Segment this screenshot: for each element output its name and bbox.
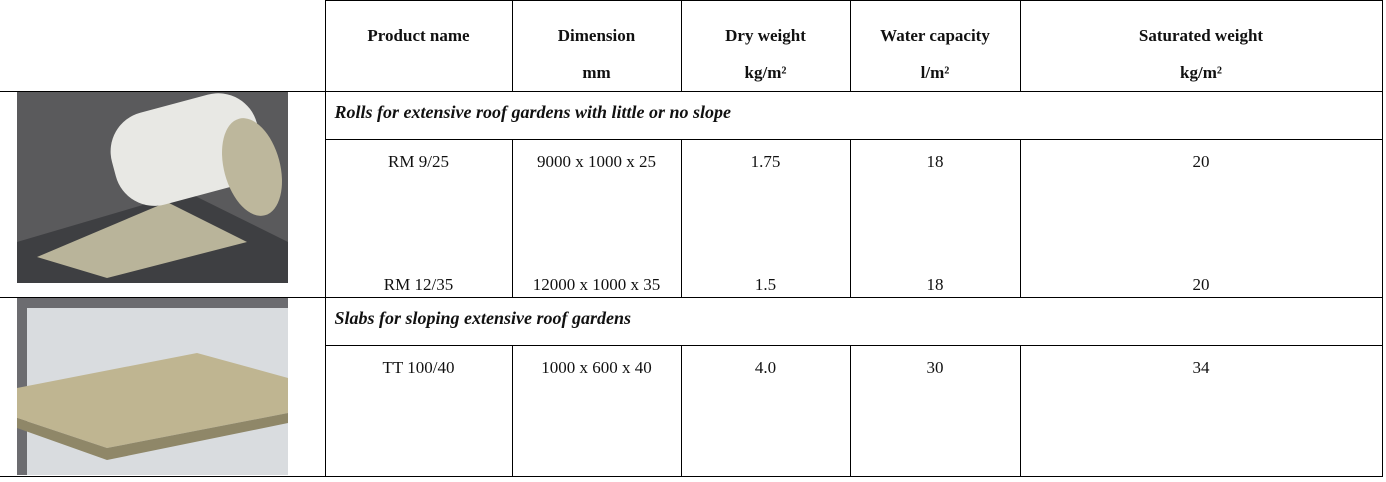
product-photo	[17, 92, 288, 283]
cell-text: RM 9/25	[388, 152, 449, 171]
header-text: Saturated weight	[1138, 26, 1264, 45]
data-cell: 20	[1019, 139, 1383, 219]
cell-text: 20	[1192, 152, 1210, 171]
header-text: mm	[582, 63, 611, 82]
data-cell: 30	[849, 345, 1021, 477]
cell-text: 9000 x 1000 x 25	[537, 152, 656, 171]
data-cell: 1.5	[680, 218, 851, 298]
header-text: Dry weight	[725, 26, 806, 45]
data-cell: 18	[849, 139, 1021, 219]
header-cell: Product name	[324, 0, 513, 92]
cell-text: RM 12/35	[383, 275, 454, 294]
photo-cell	[0, 297, 326, 477]
cell-text: 18	[926, 152, 944, 171]
section-title-row: Slabs for sloping extensive roof gardens	[0, 297, 1383, 477]
header-text: Product name	[367, 26, 470, 45]
data-cell: 34	[1019, 345, 1383, 477]
cell-text: 1.5	[754, 275, 777, 294]
product-photo	[17, 298, 288, 475]
section-title-text: Rolls for extensive roof gardens with li…	[334, 102, 732, 122]
header-cell: Dry weight kg/m²	[680, 0, 851, 92]
cell-text: 30	[926, 358, 944, 377]
section-title-text: Slabs for sloping extensive roof gardens	[334, 308, 632, 328]
cell-text: 18	[926, 275, 944, 294]
cell-text: 20	[1192, 275, 1210, 294]
section-title-row: Rolls for extensive roof gardens with li…	[0, 91, 1383, 298]
header-cell: Saturated weight kg/m²	[1019, 0, 1383, 92]
data-cell: 20	[1019, 218, 1383, 298]
header-blank	[0, 0, 325, 92]
header-cell: Dimension mm	[511, 0, 682, 92]
data-cell: 12000 x 1000 x 35	[511, 218, 682, 298]
data-row: TT 100/40 1000 x 600 x 40 4.0 30 34	[0, 345, 1383, 477]
cell-text: 4.0	[754, 358, 777, 377]
cell-text: 34	[1192, 358, 1210, 377]
header-row: Product name Dimension mm Dry weight kg/m² Wa…	[0, 0, 1383, 92]
cell-text: 1000 x 600 x 40	[541, 358, 652, 377]
data-cell: RM 9/25	[324, 139, 513, 219]
data-cell: 4.0	[680, 345, 851, 477]
header-text: kg/m²	[744, 63, 787, 82]
section-title: Rolls for extensive roof gardens with li…	[324, 91, 1383, 140]
cell-text: TT 100/40	[382, 358, 455, 377]
data-cell: 18	[849, 218, 1021, 298]
header-text: l/m²	[920, 63, 950, 82]
header-text: Water capacity	[880, 26, 990, 45]
data-cell: 1000 x 600 x 40	[511, 345, 682, 477]
data-cell: 9000 x 1000 x 25	[511, 139, 682, 219]
header-cell: Water capacity l/m²	[849, 0, 1021, 92]
header-text: kg/m²	[1180, 63, 1222, 82]
photo-roll	[17, 92, 288, 283]
data-cell: 1.75	[680, 139, 851, 219]
cell-text: 12000 x 1000 x 35	[532, 275, 661, 294]
data-cell: RM 12/35	[324, 218, 513, 298]
data-cell: TT 100/40	[324, 345, 513, 477]
photo-cell	[0, 91, 326, 298]
section-title: Slabs for sloping extensive roof gardens	[324, 297, 1383, 346]
header-text: Dimension	[557, 26, 636, 45]
cell-text: 1.75	[750, 152, 781, 171]
data-row: RM 9/25 9000 x 1000 x 25 1.75 18 20	[0, 139, 1383, 219]
photo-slabs	[17, 298, 288, 475]
